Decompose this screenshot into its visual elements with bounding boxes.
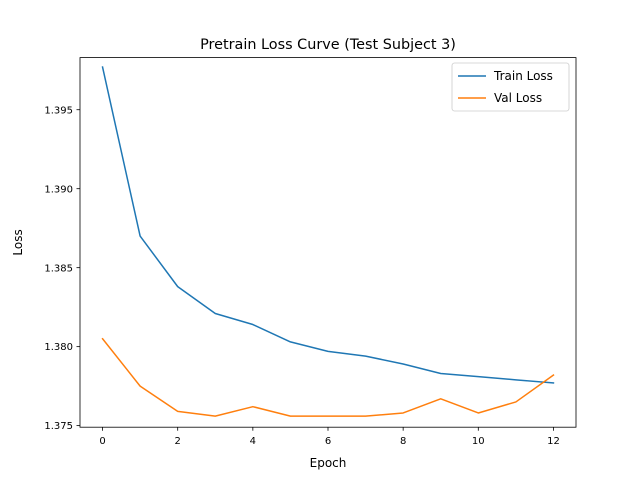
chart-marks [101,66,555,417]
x-tick-label: 12 [547,436,560,447]
plot-area [80,57,576,428]
val-loss-line [101,337,555,417]
x-tick-label: 6 [325,436,331,447]
y-tick-label: 1.385 [44,263,73,274]
y-axis-label: Loss [11,229,25,255]
x-tick-label: 10 [472,436,485,447]
chart-axes: 0 2 4 6 8 10 12 1.375 1.380 1.385 1.390 1.395 [44,105,559,447]
y-tick-label: 1.380 [44,342,73,353]
chart-legend: Train Loss Val Loss [451,62,570,112]
y-tick-label: 1.390 [44,184,73,195]
y-tick-label: 1.395 [44,105,73,116]
y-tick-label: 1.375 [44,421,73,432]
x-tick-label: 4 [250,436,256,447]
x-tick-label: 8 [400,436,406,447]
chart-title: Pretrain Loss Curve (Test Subject 3) [200,37,456,53]
x-axis-label: Epoch [310,456,347,470]
legend-label: Train Loss [493,69,553,83]
train-loss-line [101,66,555,384]
legend-box [451,62,570,112]
x-tick-label: 2 [175,436,181,447]
x-tick-label: 0 [99,436,105,447]
legend-label: Val Loss [494,91,542,105]
